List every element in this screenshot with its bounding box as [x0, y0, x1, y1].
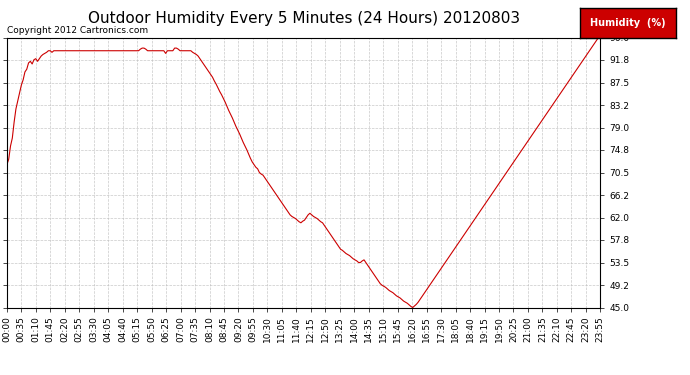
Text: Outdoor Humidity Every 5 Minutes (24 Hours) 20120803: Outdoor Humidity Every 5 Minutes (24 Hou… [88, 11, 520, 26]
Text: Copyright 2012 Cartronics.com: Copyright 2012 Cartronics.com [7, 26, 148, 35]
Text: Humidity  (%): Humidity (%) [590, 18, 666, 27]
